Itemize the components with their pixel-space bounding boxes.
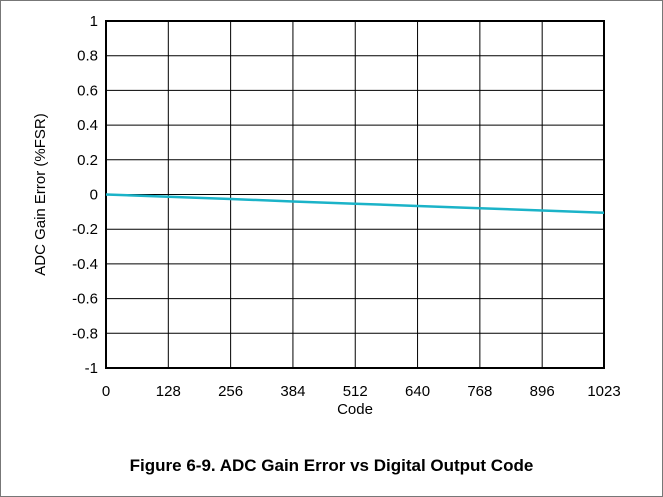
y-tick-label: 0.4 xyxy=(77,117,98,134)
x-tick-label: 1023 xyxy=(587,383,620,400)
y-tick-label: -0.4 xyxy=(72,256,98,273)
x-axis-label: Code xyxy=(337,401,373,418)
x-tick-label: 384 xyxy=(280,383,305,400)
x-tick-label: 256 xyxy=(218,383,243,400)
y-tick-label: -0.8 xyxy=(72,325,98,342)
figure-caption: Figure 6-9. ADC Gain Error vs Digital Ou… xyxy=(129,456,534,475)
line-chart: 1 0.8 0.6 0.4 0.2 0 -0.2 -0.4 -0.6 -0.8 -1 0 128 256… xyxy=(32,13,621,418)
y-tick-label: 0.2 xyxy=(77,152,98,169)
x-tick-label: 512 xyxy=(343,383,368,400)
y-axis-label: ADC Gain Error (%FSR) xyxy=(32,113,49,276)
y-tick-label: -0.2 xyxy=(72,221,98,238)
x-tick-label: 0 xyxy=(102,383,110,400)
y-tick-labels: 1 0.8 0.6 0.4 0.2 0 -0.2 -0.4 -0.6 -0.8 -1 xyxy=(72,13,98,377)
y-tick-label: -0.6 xyxy=(72,291,98,308)
y-tick-label: -1 xyxy=(85,360,98,377)
x-tick-label: 896 xyxy=(530,383,555,400)
y-tick-label: 0 xyxy=(90,187,98,204)
y-tick-label: 0.8 xyxy=(77,48,98,65)
x-tick-label: 128 xyxy=(156,383,181,400)
series-layer xyxy=(105,193,605,214)
y-tick-label: 0.6 xyxy=(77,82,98,99)
x-tick-labels: 0 128 256 384 512 640 768 896 1023 xyxy=(102,383,621,400)
x-tick-label: 768 xyxy=(467,383,492,400)
series-line xyxy=(105,193,605,214)
y-tick-label: 1 xyxy=(90,13,98,30)
grid xyxy=(105,20,605,369)
x-tick-label: 640 xyxy=(405,383,430,400)
